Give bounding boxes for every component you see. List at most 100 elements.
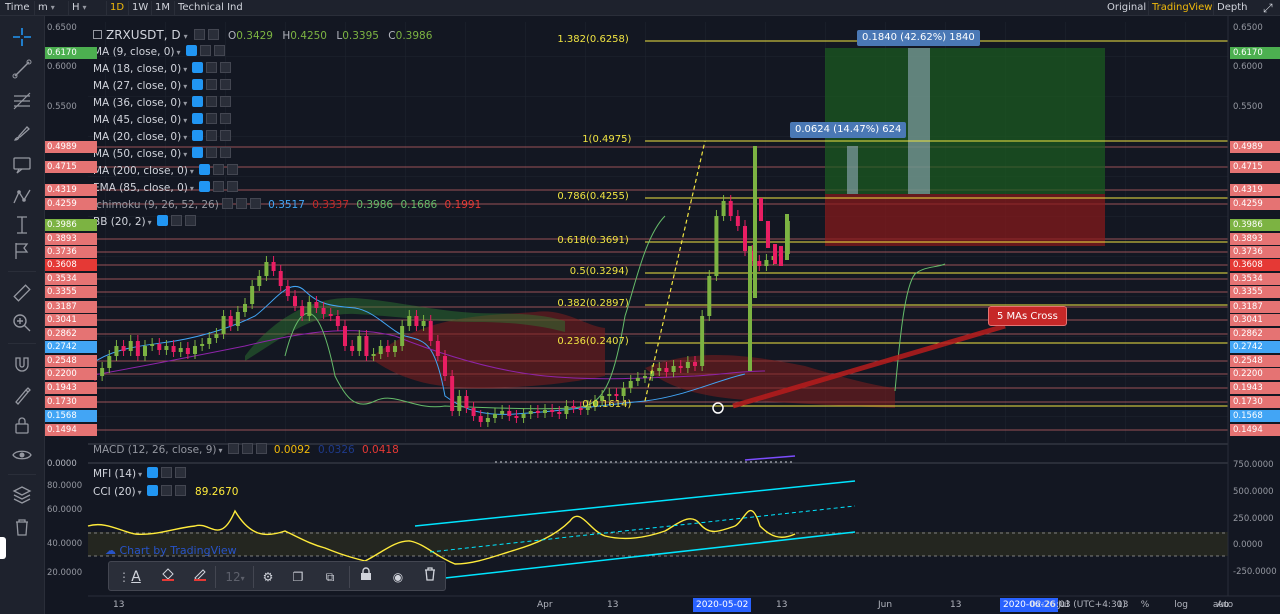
close-icon[interactable]	[220, 79, 232, 90]
eye-icon[interactable]	[221, 198, 233, 209]
price-range-measure[interactable]	[908, 48, 930, 194]
chevron-down-icon[interactable]: ▾	[189, 184, 194, 193]
stay-in-drawing-icon[interactable]	[11, 384, 33, 406]
pitchfork-icon[interactable]	[11, 90, 33, 112]
line-color-icon[interactable]	[189, 566, 211, 588]
auto-toggle[interactable]: auto	[1212, 600, 1234, 610]
settings-icon[interactable]	[206, 62, 218, 73]
close-icon[interactable]	[213, 45, 225, 56]
indicator-row[interactable]: MA (18, close, 0) ▾	[93, 61, 232, 78]
chart-area[interactable]: ZRXUSDT, D ▾ O0.3429 H0.4250 L0.3395 C0.3…	[45, 16, 1280, 614]
measure-short-label[interactable]: 0.0624 (14.47%) 624	[790, 122, 907, 138]
settings-icon[interactable]	[206, 147, 218, 158]
text-color-icon[interactable]: A	[131, 569, 141, 585]
trend-channel-mid[interactable]	[429, 505, 856, 553]
interval-minutes-dropdown[interactable]: m ▾	[34, 1, 58, 15]
close-icon[interactable]	[220, 96, 232, 107]
close-icon[interactable]	[226, 181, 238, 192]
settings-icon[interactable]	[206, 79, 218, 90]
settings-icon[interactable]	[160, 485, 172, 496]
settings-icon[interactable]	[199, 45, 211, 56]
close-icon[interactable]	[220, 62, 232, 73]
eye-icon[interactable]	[198, 164, 210, 175]
indicator-row[interactable]: MA (20, close, 0) ▾	[93, 129, 232, 146]
close-icon[interactable]	[207, 29, 219, 40]
view-original-button[interactable]: Original	[1107, 2, 1147, 13]
close-icon[interactable]	[220, 130, 232, 141]
chevron-down-icon[interactable]: ▾	[176, 48, 181, 57]
close-icon[interactable]	[226, 164, 238, 175]
interval-hours-dropdown[interactable]: H ▾	[68, 1, 90, 15]
trend-line-icon[interactable]	[11, 58, 33, 80]
indicator-row[interactable]: MA (50, close, 0) ▾	[93, 146, 232, 163]
ichimoku-legend[interactable]: Ichimoku (9, 26, 52, 26) 0.3517 0.3337 0…	[93, 197, 481, 214]
drag-handle-icon[interactable]: ⋮	[118, 570, 130, 584]
chevron-down-icon[interactable]: ▾	[183, 150, 188, 159]
indicator-row[interactable]: EMA (85, close, 0) ▾	[93, 180, 238, 197]
settings-icon[interactable]	[193, 29, 205, 40]
layers-icon[interactable]	[11, 484, 33, 506]
settings-icon[interactable]	[161, 467, 173, 478]
close-icon[interactable]	[174, 485, 186, 496]
eye-icon[interactable]	[185, 45, 197, 56]
measure-icon[interactable]	[11, 214, 33, 236]
chevron-down-icon[interactable]: ▾	[183, 133, 188, 142]
long-position-stop-zone[interactable]	[825, 194, 1105, 246]
eye-icon[interactable]	[147, 467, 159, 478]
chevron-down-icon[interactable]: ▾	[183, 82, 188, 91]
mfi-legend[interactable]: MFI (14) ▾	[93, 466, 187, 483]
flag-icon[interactable]	[11, 240, 33, 262]
eye-icon[interactable]	[146, 485, 158, 496]
chevron-down-icon[interactable]: ▾	[183, 65, 188, 74]
log-toggle[interactable]: log	[1174, 600, 1188, 610]
chevron-down-icon[interactable]: ▾	[218, 446, 223, 455]
settings-icon[interactable]	[241, 443, 253, 454]
eye-icon[interactable]	[192, 96, 204, 107]
eye-icon[interactable]	[192, 62, 204, 73]
long-position-target-zone[interactable]	[825, 48, 1105, 194]
zoom-in-icon[interactable]	[11, 312, 33, 334]
crosshair-icon[interactable]	[11, 26, 33, 48]
close-icon[interactable]	[255, 443, 267, 454]
indicator-row[interactable]: MA (45, close, 0) ▾	[93, 112, 232, 129]
chevron-down-icon[interactable]: ▾	[147, 218, 152, 227]
symbol-name[interactable]: ZRXUSDT, D	[106, 28, 181, 42]
template-icon[interactable]: ❐	[292, 570, 304, 584]
fill-color-icon[interactable]	[157, 566, 179, 588]
delete-trash-icon[interactable]	[419, 566, 441, 588]
toolbar-collapse-handle[interactable]	[0, 537, 6, 559]
close-icon[interactable]	[175, 467, 187, 478]
view-depth-button[interactable]: Depth	[1213, 1, 1250, 15]
price-range-measure[interactable]	[847, 146, 858, 194]
pattern-icon[interactable]	[11, 186, 33, 208]
cci-legend[interactable]: CCI (20) ▾ 89.2670	[93, 484, 238, 501]
settings-icon[interactable]	[235, 198, 247, 209]
collapse-icon[interactable]	[93, 30, 102, 39]
trend-channel-lower[interactable]	[444, 531, 856, 579]
settings-icon[interactable]	[206, 96, 218, 107]
settings-gear-icon[interactable]: ⚙	[262, 570, 274, 584]
fib-trend-line[interactable]	[644, 140, 706, 402]
eye-icon[interactable]	[192, 147, 204, 158]
eye-icon[interactable]	[227, 443, 239, 454]
chevron-down-icon[interactable]: ▾	[183, 32, 188, 41]
indicator-row[interactable]: MA (9, close, 0) ▾	[93, 44, 225, 61]
indicator-row[interactable]: MA (36, close, 0) ▾	[93, 95, 232, 112]
eye-icon[interactable]	[192, 113, 204, 124]
settings-icon[interactable]	[206, 113, 218, 124]
clone-icon[interactable]: ⧉	[325, 570, 335, 584]
lock-icon[interactable]	[355, 566, 377, 588]
technical-indicators-button[interactable]: Technical Ind	[174, 1, 246, 15]
visibility-eye-icon[interactable]: ◉	[392, 570, 404, 584]
chevron-down-icon[interactable]: ▾	[137, 488, 142, 497]
chevron-down-icon[interactable]: ▾	[183, 99, 188, 108]
ma-cross-arrow[interactable]	[732, 323, 1006, 409]
close-icon[interactable]	[220, 147, 232, 158]
chevron-down-icon[interactable]: ▾	[138, 470, 143, 479]
time-button[interactable]: Time	[2, 1, 32, 15]
eye-icon[interactable]	[11, 444, 33, 466]
macd-legend[interactable]: MACD (12, 26, close, 9) ▾ 0.0092 0.0326 0…	[93, 442, 399, 459]
settings-icon[interactable]	[212, 181, 224, 192]
eye-icon[interactable]	[156, 215, 168, 226]
close-icon[interactable]	[220, 113, 232, 124]
